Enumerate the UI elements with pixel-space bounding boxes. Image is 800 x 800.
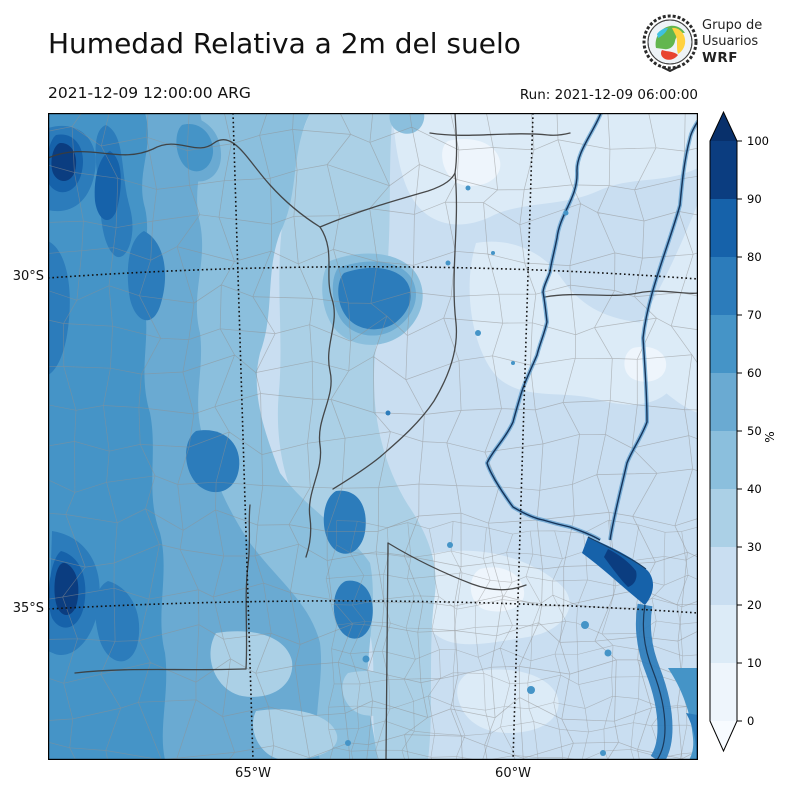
lon-label-65w: 65°W — [235, 766, 271, 781]
svg-text:50: 50 — [747, 424, 762, 438]
lat-label-30s: 30°S — [12, 269, 44, 284]
colorbar-ticks — [737, 140, 742, 722]
svg-text:100: 100 — [747, 134, 769, 148]
page-title: Humedad Relativa a 2m del suelo — [48, 27, 521, 60]
lat-label-35s: 35°S — [12, 601, 44, 616]
svg-text:10: 10 — [747, 656, 762, 670]
colorbar-over-arrow — [710, 112, 737, 141]
wrf-logo-icon — [642, 14, 698, 73]
map-border — [48, 113, 698, 760]
lon-label-60w: 60°W — [495, 766, 531, 781]
svg-text:20: 20 — [747, 598, 762, 612]
rivers — [484, 113, 698, 542]
svg-text:0: 0 — [747, 714, 754, 728]
uruguay-river — [609, 120, 698, 541]
logo-line-2: Usuarios — [702, 34, 759, 49]
colorbar: 0 10 20 30 40 50 60 70 80 90 100 % — [700, 100, 800, 780]
parana-river — [486, 113, 602, 541]
svg-text:90: 90 — [747, 192, 762, 206]
svg-text:30: 30 — [747, 540, 762, 554]
humidity-field — [48, 113, 698, 760]
svg-text:70: 70 — [747, 308, 762, 322]
logo-line-3: WRF — [702, 50, 739, 66]
rio-de-la-plata-and-ocean — [582, 536, 698, 760]
wrf-logo: Grupo de Usuarios WRF — [642, 14, 798, 76]
province-borders — [48, 113, 698, 760]
svg-text:80: 80 — [747, 250, 762, 264]
svg-text:40: 40 — [747, 482, 762, 496]
logo-line-1: Grupo de — [702, 18, 763, 33]
lagoon-dots — [345, 185, 612, 756]
coastline — [642, 604, 666, 760]
valid-time-label: 2021-12-09 12:00:00 ARG — [48, 84, 251, 102]
svg-text:60: 60 — [747, 366, 762, 380]
colorbar-tick-labels: 0 10 20 30 40 50 60 70 80 90 100 — [747, 134, 769, 728]
humidity-map — [48, 113, 698, 760]
colorbar-under-arrow — [710, 721, 737, 751]
colorbar-unit-label: % — [763, 431, 777, 442]
logo-text: Grupo de Usuarios WRF — [702, 18, 762, 66]
run-time-label: Run: 2021-12-09 06:00:00 — [519, 87, 698, 103]
map-plot — [48, 113, 698, 760]
colorbar-blocks — [709, 110, 738, 753]
